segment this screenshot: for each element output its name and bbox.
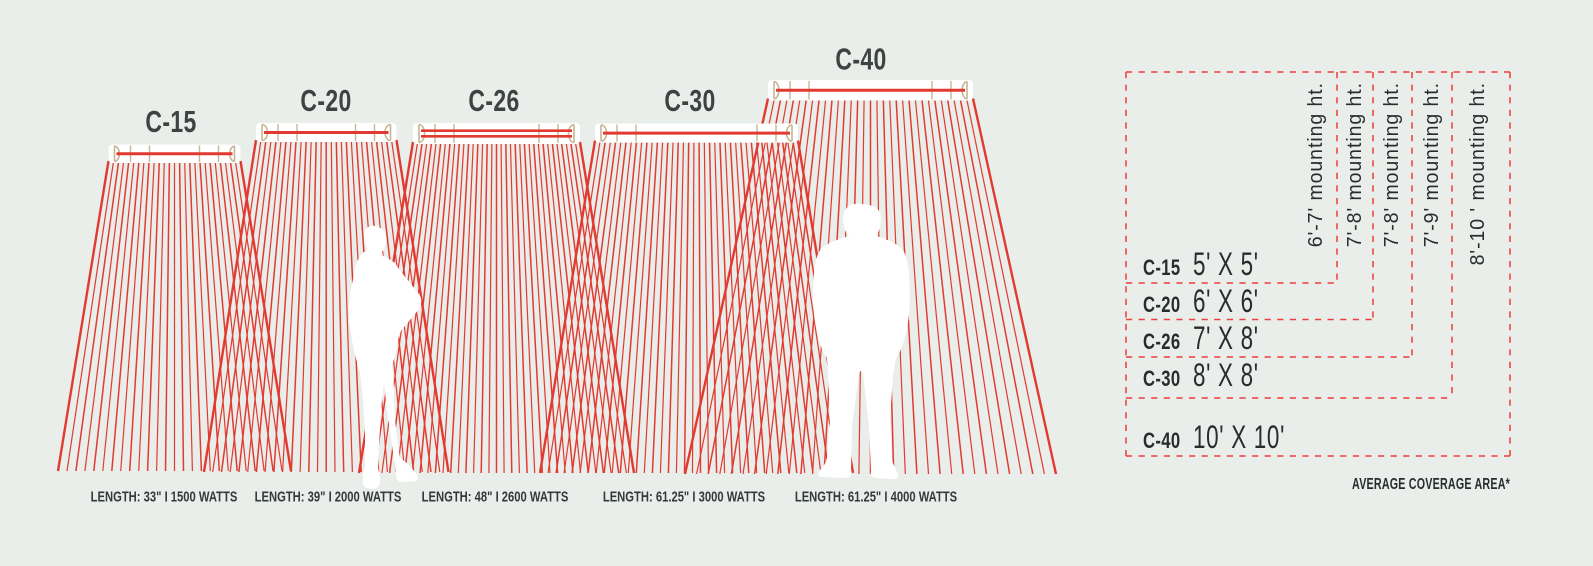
- svg-text:C-20: C-20: [1143, 293, 1181, 318]
- svg-text:8' X 8': 8' X 8': [1193, 357, 1259, 393]
- svg-text:C-20: C-20: [300, 83, 351, 118]
- svg-text:7'-9' mounting ht.: 7'-9' mounting ht.: [1421, 82, 1444, 247]
- svg-text:6'-7' mounting ht.: 6'-7' mounting ht.: [1305, 82, 1328, 247]
- svg-text:LENGTH: 61.25" I 3000 WATTS: LENGTH: 61.25" I 3000 WATTS: [603, 488, 766, 505]
- svg-text:LENGTH: 33" I 1500 WATTS: LENGTH: 33" I 1500 WATTS: [91, 488, 238, 505]
- svg-text:LENGTH: 39" I 2000 WATTS: LENGTH: 39" I 2000 WATTS: [255, 488, 402, 505]
- svg-text:C-30: C-30: [664, 83, 715, 118]
- svg-text:C-15: C-15: [1143, 256, 1181, 281]
- svg-text:10' X 10': 10' X 10': [1193, 419, 1285, 455]
- svg-text:C-15: C-15: [145, 104, 196, 139]
- svg-text:C-40: C-40: [835, 41, 886, 76]
- svg-text:7' X 8': 7' X 8': [1193, 320, 1259, 356]
- svg-text:C-26: C-26: [1143, 330, 1181, 355]
- svg-text:LENGTH: 61.25" I 4000 WATTS: LENGTH: 61.25" I 4000 WATTS: [795, 488, 958, 505]
- svg-text:C-30: C-30: [1143, 367, 1181, 392]
- svg-text:C-40: C-40: [1143, 429, 1181, 454]
- svg-text:8'-10 ' mounting ht.: 8'-10 ' mounting ht.: [1467, 82, 1490, 265]
- svg-text:LENGTH: 48" I 2600 WATTS: LENGTH: 48" I 2600 WATTS: [422, 488, 569, 505]
- svg-text:7'-8' mounting ht.: 7'-8' mounting ht.: [1344, 82, 1367, 247]
- svg-text:C-26: C-26: [468, 83, 519, 118]
- svg-text:6' X 6': 6' X 6': [1193, 283, 1259, 319]
- svg-text:5' X 5': 5' X 5': [1193, 246, 1259, 282]
- svg-text:AVERAGE COVERAGE AREA*: AVERAGE COVERAGE AREA*: [1352, 475, 1510, 492]
- svg-text:7'-8' mounting ht.: 7'-8' mounting ht.: [1381, 82, 1404, 247]
